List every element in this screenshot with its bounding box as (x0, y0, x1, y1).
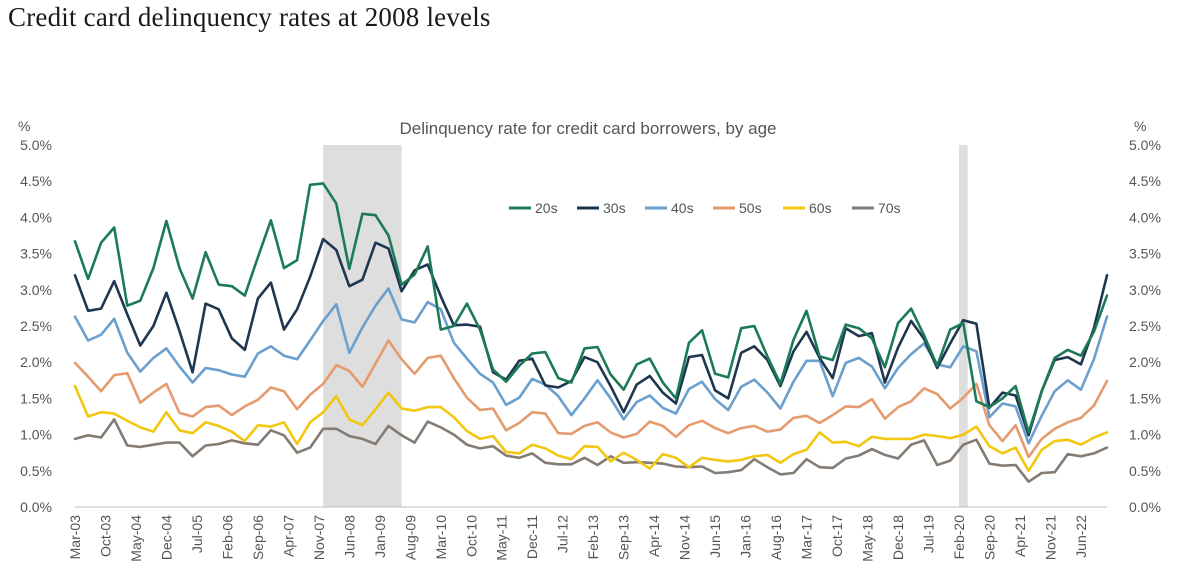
right-y-tick-label: 0.5% (1129, 463, 1161, 479)
x-tick-label: Mar-17 (799, 515, 815, 560)
x-tick-label: Feb-20 (951, 515, 967, 560)
x-tick-label: Sep-20 (981, 515, 997, 560)
recession-shading (323, 145, 968, 507)
right-y-tick-label: 2.0% (1129, 354, 1161, 370)
right-y-axis: % 0.0% 0.5% 1.0% 1.5% 2.0% 2.5% 3.0% 3.5% 4.0% 4.… (1129, 118, 1161, 515)
left-y-tick-label: 0.5% (20, 463, 52, 479)
x-tick-label: Nov-14 (677, 515, 693, 560)
right-y-tick-label: 2.5% (1129, 318, 1161, 334)
x-tick-label: Dec-04 (158, 515, 174, 560)
legend-label-60s: 60s (809, 200, 832, 216)
left-y-tick-label: 4.5% (20, 173, 52, 189)
right-y-tick-label: 0.0% (1129, 499, 1161, 515)
x-tick-label: Jul-12 (555, 515, 571, 553)
legend-label-30s: 30s (603, 200, 626, 216)
x-tick-label: Nov-07 (311, 515, 327, 560)
legend: 20s 30s 40s 50s 60s 70s (509, 200, 901, 216)
left-y-tick-label: 0.0% (20, 499, 52, 515)
x-tick-label: Mar-03 (67, 515, 83, 560)
chart-title: Delinquency rate for credit card borrowe… (399, 119, 776, 138)
right-y-tick-label: 1.0% (1129, 427, 1161, 443)
x-tick-label: Jan-09 (372, 515, 388, 558)
series-line-20s (73, 182, 1109, 434)
legend-label-70s: 70s (878, 200, 901, 216)
x-tick-label: Jun-15 (707, 515, 723, 558)
right-y-unit-label: % (1134, 118, 1146, 134)
x-tick-label: Aug-09 (402, 515, 418, 560)
x-tick-label: Jan-16 (738, 515, 754, 558)
right-y-tick-label: 3.5% (1129, 246, 1161, 262)
left-y-tick-label: 2.5% (20, 318, 52, 334)
x-tick-label: May-18 (860, 515, 876, 562)
left-y-tick-label: 1.5% (20, 390, 52, 406)
x-tick-label: Dec-11 (524, 515, 540, 559)
right-y-tick-label: 4.5% (1129, 173, 1161, 189)
x-tick-label: Feb-06 (219, 515, 235, 560)
right-y-tick-label: 3.0% (1129, 282, 1161, 298)
x-tick-label: Jul-19 (920, 515, 936, 553)
right-y-tick-label: 1.5% (1129, 390, 1161, 406)
x-tick-label: Oct-10 (463, 515, 479, 557)
right-y-tick-label: 4.0% (1129, 209, 1161, 225)
left-y-tick-label: 3.5% (20, 246, 52, 262)
x-tick-label: Aug-16 (768, 515, 784, 560)
left-y-tick-label: 1.0% (20, 427, 52, 443)
x-tick-label: Jun-22 (1073, 515, 1089, 558)
left-y-tick-label: 4.0% (20, 209, 52, 225)
left-y-unit-label: % (18, 118, 30, 134)
x-tick-label: Feb-13 (585, 515, 601, 560)
left-y-tick-label: 2.0% (20, 354, 52, 370)
x-tick-label: May-11 (494, 515, 510, 561)
page-title: Credit card delinquency rates at 2008 le… (8, 2, 491, 32)
x-tick-label: Apr-21 (1012, 515, 1028, 557)
legend-label-40s: 40s (671, 200, 694, 216)
x-tick-label: Oct-03 (97, 515, 113, 557)
legend-label-50s: 50s (739, 200, 762, 216)
x-tick-label: Nov-21 (1042, 515, 1058, 560)
series-line-60s (73, 384, 1109, 473)
left-y-tick-label: 3.0% (20, 282, 52, 298)
x-tick-label: Dec-18 (890, 515, 906, 560)
x-tick-label: May-04 (128, 515, 144, 562)
series-line-70s (73, 418, 1109, 484)
left-y-tick-label: 5.0% (20, 137, 52, 153)
x-tick-label: Sep-06 (250, 515, 266, 560)
x-tick-label: Mar-10 (433, 515, 449, 560)
right-y-tick-label: 5.0% (1129, 137, 1161, 153)
series-line-50s (73, 339, 1109, 459)
series-line-40s (73, 287, 1109, 445)
x-tick-label: Apr-07 (280, 515, 296, 557)
legend-label-20s: 20s (535, 200, 558, 216)
series-lines (73, 182, 1109, 484)
x-tick-label: Jun-08 (341, 515, 357, 558)
left-y-axis: % 0.0% 0.5% 1.0% 1.5% 2.0% 2.5% 3.0% 3.5% 4.0% 4.… (18, 118, 52, 515)
x-axis: Mar-03 Oct-03 May-04 Dec-04 Jul-05 Feb-06 Sep-… (67, 515, 1089, 562)
x-tick-label: Sep-13 (616, 515, 632, 560)
x-tick-label: Jul-05 (189, 515, 205, 553)
x-tick-label: Apr-14 (646, 515, 662, 557)
x-tick-label: Oct-17 (829, 515, 845, 557)
